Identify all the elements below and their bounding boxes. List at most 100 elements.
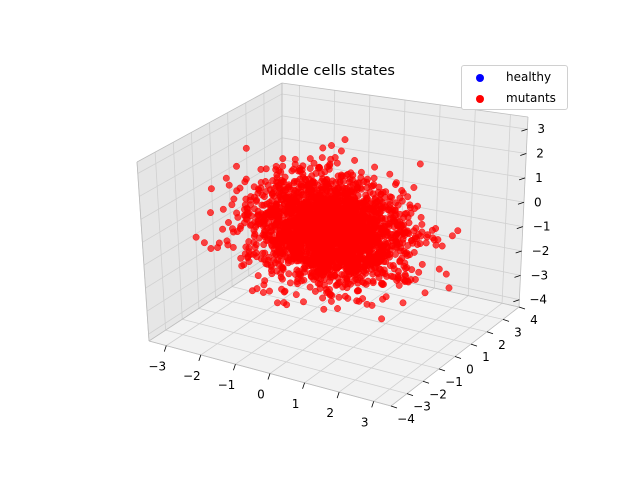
point-mutants-201 bbox=[242, 175, 250, 183]
point-mutants-1648 bbox=[253, 212, 261, 220]
point-mutants-2322 bbox=[448, 232, 456, 240]
point-mutants-2571 bbox=[353, 287, 361, 295]
point-mutants-311 bbox=[370, 174, 378, 182]
point-mutants-2198 bbox=[394, 201, 402, 209]
z-tick-label-6: 2 bbox=[536, 147, 544, 161]
grid-y-floor-3 bbox=[198, 307, 440, 370]
point-mutants-1909 bbox=[214, 244, 222, 252]
point-mutants-2594 bbox=[378, 281, 386, 289]
point-mutants-410 bbox=[314, 164, 322, 172]
edge-floor-left bbox=[148, 253, 283, 342]
point-mutants-511 bbox=[262, 178, 269, 185]
point-mutants-2418 bbox=[318, 220, 326, 228]
point-mutants-2103 bbox=[424, 231, 432, 239]
data-points bbox=[192, 136, 462, 323]
point-mutants-1587 bbox=[266, 287, 273, 295]
point-mutants-2514 bbox=[359, 263, 367, 271]
point-mutants-1998 bbox=[341, 198, 349, 206]
point-mutants-73 bbox=[306, 165, 314, 172]
x-tick-label-4: 1 bbox=[292, 397, 300, 411]
point-mutants-2564 bbox=[289, 248, 297, 255]
z-tick-label-1: −3 bbox=[531, 268, 549, 282]
y-tick-mark-2 bbox=[422, 380, 430, 384]
point-mutants-2252 bbox=[284, 259, 292, 267]
grid-y-floor-5 bbox=[232, 286, 472, 345]
point-mutants-2046 bbox=[242, 243, 250, 251]
point-mutants-772 bbox=[200, 239, 208, 247]
point-mutants-2305 bbox=[351, 225, 359, 233]
point-mutants-2480 bbox=[343, 255, 351, 263]
point-mutants-2487 bbox=[308, 236, 316, 244]
point-mutants-2208 bbox=[320, 275, 328, 283]
point-mutants-1348 bbox=[279, 162, 287, 170]
point-mutants-581 bbox=[259, 289, 267, 296]
point-mutants-1512 bbox=[236, 225, 244, 232]
point-mutants-2595 bbox=[332, 235, 340, 243]
point-mutants-2469 bbox=[408, 237, 415, 244]
point-mutants-2588 bbox=[406, 201, 414, 209]
point-mutants-2559 bbox=[358, 278, 366, 286]
point-mutants-2283 bbox=[435, 265, 443, 273]
point-mutants-2464 bbox=[333, 196, 341, 204]
point-mutants-1737 bbox=[396, 194, 404, 202]
grid-z-left-5 bbox=[140, 137, 283, 220]
point-mutants-2533 bbox=[294, 275, 302, 283]
y-tick-label-7: 3 bbox=[514, 325, 522, 339]
point-mutants-2145 bbox=[319, 204, 327, 211]
point-mutants-2482 bbox=[362, 234, 370, 242]
point-mutants-2531 bbox=[316, 280, 324, 288]
point-mutants-2558 bbox=[355, 297, 363, 305]
x-tick-mark-1 bbox=[198, 354, 202, 362]
point-mutants-2060 bbox=[363, 194, 371, 202]
point-mutants-1233 bbox=[277, 273, 285, 281]
point-mutants-2381 bbox=[391, 243, 399, 251]
point-mutants-2490 bbox=[300, 264, 308, 272]
z-tick-label-5: 1 bbox=[535, 171, 543, 185]
x-tick-mark-0 bbox=[163, 345, 167, 352]
legend-label-mutants: mutants bbox=[506, 91, 556, 105]
point-mutants-2465 bbox=[404, 242, 412, 249]
z-tick-mark-1 bbox=[514, 274, 521, 278]
point-mutants-1117 bbox=[332, 178, 340, 186]
grid-z-left-4 bbox=[142, 159, 283, 243]
point-mutants-942 bbox=[410, 184, 418, 191]
point-mutants-2506 bbox=[341, 245, 349, 253]
point-mutants-2599 bbox=[403, 252, 411, 259]
point-mutants-162 bbox=[207, 245, 215, 252]
z-tick-label-7: 3 bbox=[537, 122, 545, 136]
point-mutants-2134 bbox=[375, 183, 383, 191]
point-mutants-2501 bbox=[353, 211, 361, 219]
y-tick-label-8: 4 bbox=[530, 313, 538, 327]
edge-top-left bbox=[136, 82, 283, 163]
point-mutants-741 bbox=[328, 142, 335, 149]
z-tick-mark-4 bbox=[517, 201, 525, 205]
point-mutants-1557 bbox=[302, 186, 310, 194]
point-mutants-2199 bbox=[278, 236, 286, 244]
point-mutants-737 bbox=[274, 299, 281, 307]
point-mutants-2319 bbox=[309, 264, 317, 271]
point-mutants-2407 bbox=[379, 295, 387, 303]
point-mutants-2597 bbox=[378, 315, 386, 323]
y-tick-label-5: 1 bbox=[482, 350, 490, 364]
point-mutants-2596 bbox=[340, 233, 348, 241]
point-mutants-2560 bbox=[320, 305, 328, 313]
point-mutants-2336 bbox=[391, 212, 399, 220]
y-tick-mark-8 bbox=[518, 306, 526, 310]
x-tick-label-5: 2 bbox=[326, 406, 334, 420]
grid-z-left-6 bbox=[139, 115, 283, 197]
point-mutants-2075 bbox=[412, 224, 420, 232]
point-mutants-2148 bbox=[268, 213, 276, 221]
point-mutants-2296 bbox=[278, 263, 286, 271]
z-tick-mark-3 bbox=[516, 226, 523, 229]
y-tick-label-3: −1 bbox=[445, 375, 463, 389]
point-mutants-939 bbox=[371, 163, 379, 171]
point-mutants-1920 bbox=[263, 200, 271, 208]
point-mutants-2186 bbox=[422, 239, 430, 247]
point-mutants-2503 bbox=[281, 287, 289, 295]
point-mutants-2373 bbox=[414, 202, 421, 210]
point-mutants-2400 bbox=[303, 257, 310, 265]
point-mutants-1985 bbox=[247, 212, 255, 220]
chart-title: Middle cells states bbox=[261, 63, 395, 79]
point-mutants-2436 bbox=[361, 241, 369, 249]
point-mutants-2433 bbox=[416, 240, 424, 248]
